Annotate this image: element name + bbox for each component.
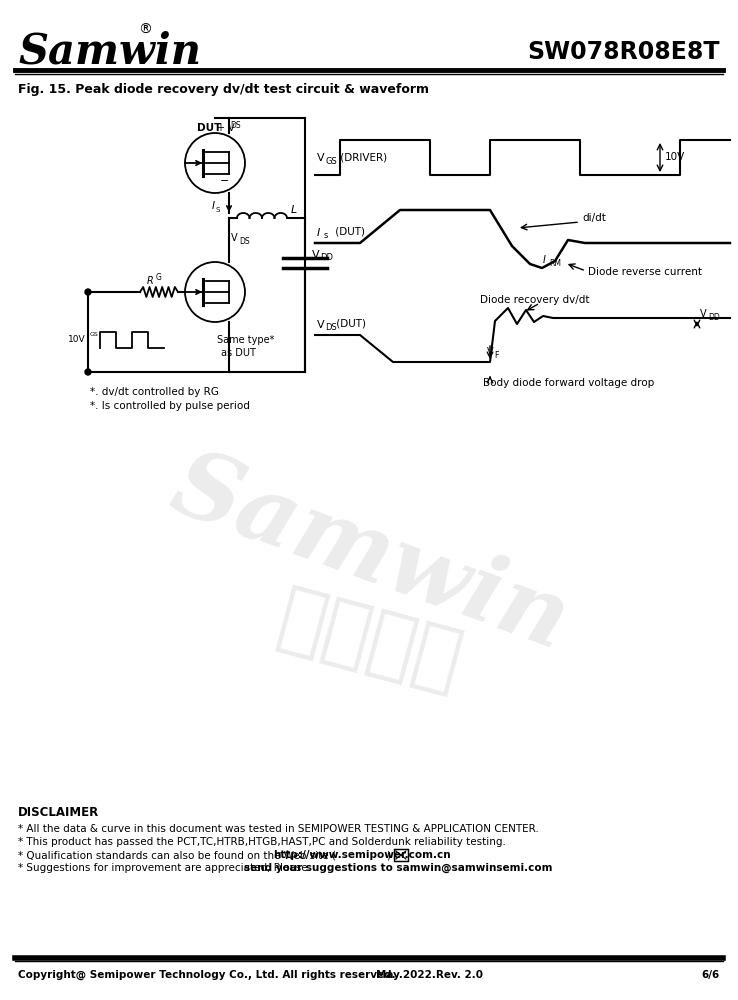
- Text: *. dv/dt controlled by RG: *. dv/dt controlled by RG: [90, 387, 219, 397]
- Text: di/dt: di/dt: [582, 213, 606, 223]
- Text: Samwin: Samwin: [18, 31, 201, 73]
- Text: I: I: [317, 228, 320, 238]
- Text: s: s: [324, 232, 328, 240]
- Text: Fig. 15. Peak diode recovery dv/dt test circuit & waveform: Fig. 15. Peak diode recovery dv/dt test …: [18, 84, 429, 97]
- Text: (DUT): (DUT): [332, 227, 365, 237]
- Text: (DRIVER): (DRIVER): [337, 152, 387, 162]
- Text: * All the data & curve in this document was tested in SEMIPOWER TESTING & APPLIC: * All the data & curve in this document …: [18, 824, 539, 834]
- Circle shape: [85, 289, 91, 295]
- Text: SW078R08E8T: SW078R08E8T: [528, 40, 720, 64]
- Text: ): ): [386, 850, 390, 860]
- Text: + V: + V: [217, 123, 235, 133]
- Text: 10V: 10V: [69, 336, 86, 344]
- Text: 6/6: 6/6: [702, 970, 720, 980]
- Text: Body diode forward voltage drop: Body diode forward voltage drop: [483, 378, 655, 388]
- Text: GS: GS: [90, 332, 99, 338]
- Text: * Suggestions for improvement are appreciated, Please: * Suggestions for improvement are apprec…: [18, 863, 311, 873]
- Text: (DUT): (DUT): [333, 319, 366, 329]
- Text: 10V: 10V: [665, 152, 686, 162]
- Text: RM: RM: [549, 258, 561, 267]
- Text: I: I: [212, 201, 215, 211]
- Text: May.2022.Rev. 2.0: May.2022.Rev. 2.0: [376, 970, 483, 980]
- Text: Diode recovery dv/dt: Diode recovery dv/dt: [480, 295, 590, 305]
- Text: I: I: [543, 255, 546, 265]
- Text: DS: DS: [325, 324, 337, 332]
- Text: *. Is controlled by pulse period: *. Is controlled by pulse period: [90, 401, 250, 411]
- Text: L: L: [291, 205, 297, 215]
- Text: DD: DD: [708, 312, 720, 322]
- Text: GS: GS: [325, 156, 337, 165]
- Text: DUT: DUT: [197, 123, 221, 133]
- Text: F: F: [494, 351, 498, 360]
- Text: DS: DS: [230, 120, 241, 129]
- Text: −: −: [220, 176, 230, 186]
- Text: Diode reverse current: Diode reverse current: [588, 267, 702, 277]
- FancyBboxPatch shape: [394, 849, 408, 861]
- Text: Copyright@ Semipower Technology Co., Ltd. All rights reserved.: Copyright@ Semipower Technology Co., Ltd…: [18, 970, 396, 980]
- Text: S: S: [216, 207, 221, 213]
- Text: DD: DD: [320, 253, 333, 262]
- Text: Samwin: Samwin: [159, 442, 581, 668]
- Circle shape: [85, 369, 91, 375]
- Text: Same type*: Same type*: [217, 335, 275, 345]
- Text: V: V: [231, 233, 238, 243]
- Text: V: V: [312, 250, 320, 260]
- Text: V: V: [487, 347, 494, 357]
- Text: DS: DS: [239, 236, 249, 245]
- Text: V: V: [700, 309, 706, 319]
- Text: http://www.semipower.com.cn: http://www.semipower.com.cn: [273, 850, 451, 860]
- Text: ®: ®: [138, 23, 152, 37]
- Text: V: V: [317, 153, 325, 163]
- Text: * This product has passed the PCT,TC,HTRB,HTGB,HAST,PC and Solderdunk reliabilit: * This product has passed the PCT,TC,HTR…: [18, 837, 506, 847]
- Text: R: R: [147, 276, 154, 286]
- Text: 内部保密: 内部保密: [270, 579, 470, 701]
- Text: send your suggestions to samwin@samwinsemi.com: send your suggestions to samwin@samwinse…: [244, 863, 552, 873]
- Text: DISCLAIMER: DISCLAIMER: [18, 806, 99, 820]
- Text: G: G: [156, 273, 162, 282]
- Text: as DUT: as DUT: [221, 348, 256, 358]
- Text: V: V: [317, 320, 325, 330]
- Text: * Qualification standards can also be found on the Web site (: * Qualification standards can also be fo…: [18, 850, 336, 860]
